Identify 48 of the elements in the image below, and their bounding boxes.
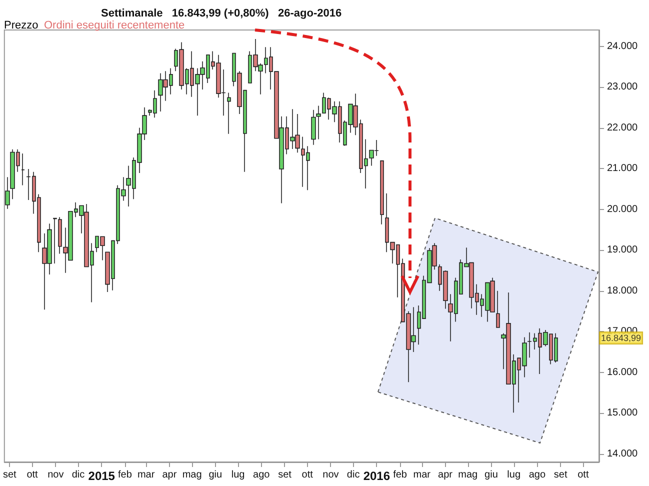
candlestick	[316, 105, 321, 140]
candlestick	[53, 218, 57, 264]
candlestick	[58, 216, 62, 254]
x-tick-label: nov	[48, 470, 64, 480]
x-tick-label: ago	[253, 470, 270, 480]
x-tick-label: apr	[162, 470, 178, 480]
y-tick-label: 14.000	[607, 448, 638, 460]
x-tick-label: lug	[507, 470, 521, 480]
x-tick-label: giu	[484, 470, 498, 480]
y-tick-label: 22.000	[607, 122, 638, 134]
x-tick-label: feb	[393, 470, 408, 480]
x-tick-label: 2015	[88, 469, 116, 483]
y-tick-label: 19.000	[607, 244, 638, 256]
y-tick-label: 18.000	[607, 285, 638, 296]
candlestick	[21, 153, 25, 186]
x-tick-label: dic	[346, 470, 360, 480]
x-tick-label: mag	[458, 470, 478, 480]
x-tick-label: nov	[322, 470, 339, 480]
x-tick-label: ott	[26, 470, 38, 480]
chart-title: Settimanale 16.843,99 (+0,80%) 26-ago-2016	[101, 8, 342, 20]
candlestick	[496, 290, 500, 328]
candlestick	[380, 160, 384, 225]
annotation: Ordini eseguiti recentemente	[44, 20, 185, 32]
y-tick-label: 21.000	[607, 163, 638, 174]
y-tick-label: 15.000	[607, 408, 638, 419]
x-tick-label: ago	[528, 470, 546, 480]
x-tick-label: mar	[413, 470, 432, 480]
x-tick-label: set	[278, 470, 292, 480]
y-tick-label: 20.000	[607, 204, 638, 215]
candlestick	[227, 92, 231, 134]
x-tick-label: feb	[118, 470, 132, 480]
x-tick-label: giu	[208, 470, 222, 480]
x-tick-label: mag	[182, 470, 202, 480]
x-tick-label: lug	[231, 470, 245, 480]
x-tick-label: 2016	[363, 469, 390, 483]
x-tick-label: apr	[438, 470, 454, 480]
annotation: Prezzo	[4, 20, 38, 32]
y-tick-label: 23.000	[607, 82, 638, 93]
x-tick-label: set	[554, 470, 568, 480]
x-tick-label: mar	[137, 470, 156, 480]
y-tick-label: 24.000	[607, 40, 638, 52]
x-tick-label: dic	[72, 470, 85, 480]
x-tick-label: set	[3, 470, 17, 480]
x-tick-label: ott	[578, 470, 589, 480]
candlestick	[311, 109, 316, 146]
y-tick-label: 16.000	[607, 366, 638, 378]
x-tick-label: ott	[302, 470, 314, 480]
candlestick	[5, 176, 10, 210]
